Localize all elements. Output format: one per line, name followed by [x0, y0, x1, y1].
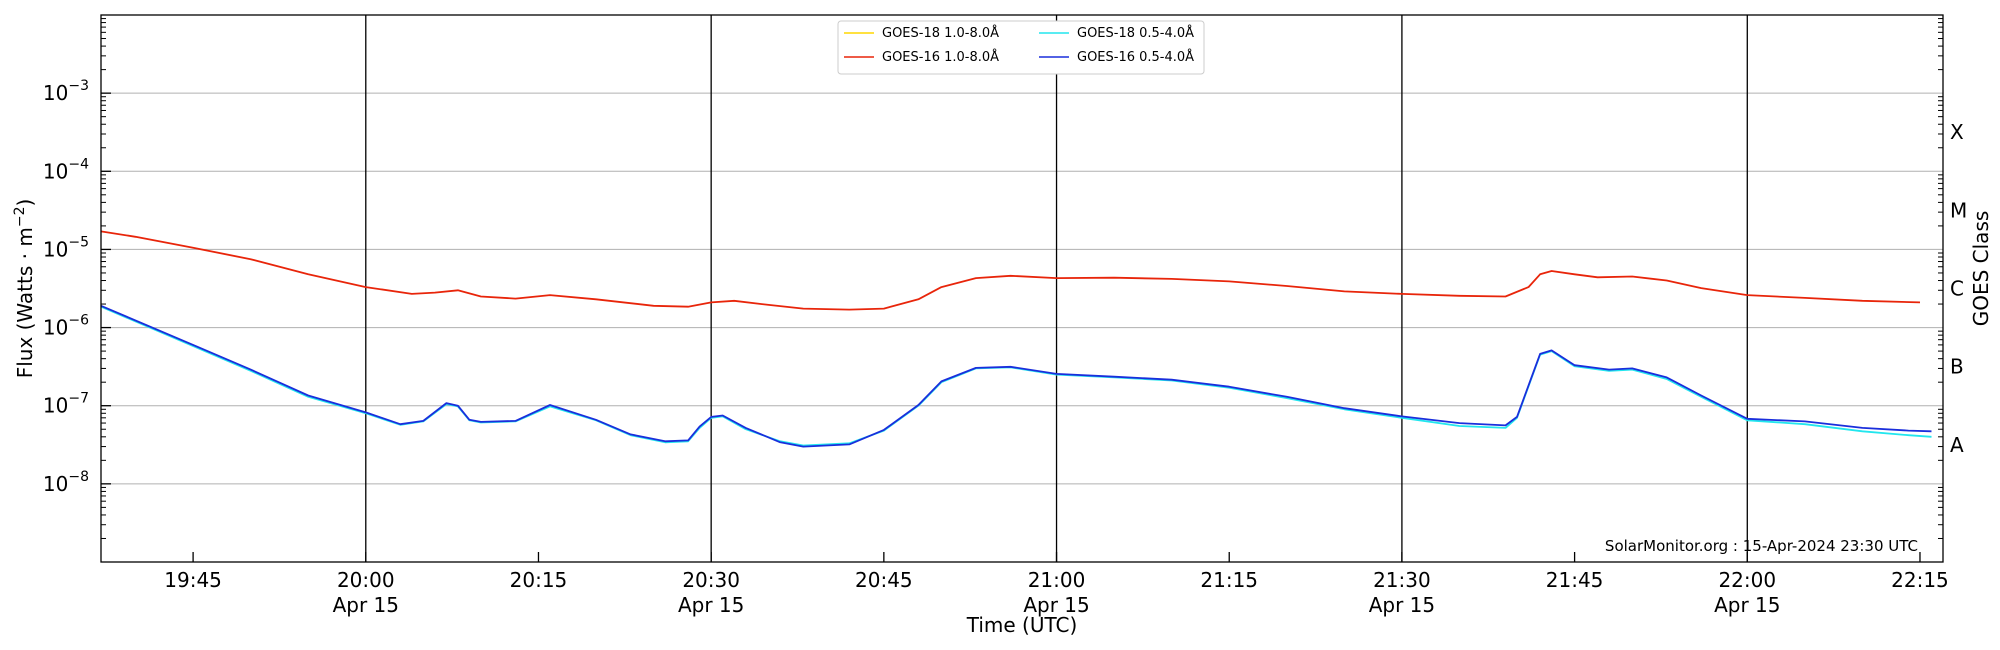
goes-class-label: B: [1950, 355, 1964, 379]
y-tick-base: 10: [43, 316, 68, 340]
x-tick-label: 19:45: [164, 568, 222, 592]
y-tick-label: 10−6: [43, 313, 89, 340]
plot-frame: [100, 14, 1944, 563]
y-tick-label: 10−3: [43, 78, 89, 105]
x-tick-label: 20:45: [855, 568, 913, 592]
goes-class-axis: A B C M X: [1950, 120, 1967, 457]
y-axis-title-main: Flux (Watts · m: [13, 227, 37, 378]
plot-area: [101, 15, 1943, 562]
legend-entry: GOES-16 1.0-8.0Å: [882, 49, 999, 65]
y-tick-exponent: −3: [68, 78, 89, 94]
series-layer: [100, 230, 1932, 448]
series-line-1: [100, 230, 1921, 311]
y-axis-title: Flux (Watts · m−2): [12, 199, 37, 379]
y-tick-exponent: −8: [68, 469, 89, 485]
x-tick-label: 21:30: [1373, 568, 1431, 592]
legend-box: [837, 20, 1205, 75]
y-axis: 10−810−710−610−510−410−3: [43, 18, 1943, 539]
y-tick-base: 10: [43, 81, 68, 105]
y-tick-label: 10−4: [43, 156, 89, 183]
y-tick-base: 10: [43, 394, 68, 418]
credit-text: SolarMonitor.org : 15-Apr-2024 23:30 UTC: [1605, 537, 1918, 555]
x-tick-label: 20:15: [510, 568, 568, 592]
y-tick-base: 10: [43, 237, 68, 261]
y-axis-title-close: ): [13, 199, 37, 207]
y-tick-base: 10: [43, 472, 68, 496]
y-tick-label: 10−5: [43, 234, 89, 261]
x-tick-date: Apr 15: [678, 593, 744, 617]
y-tick-label: 10−7: [43, 391, 89, 418]
day-vertical-lines: [365, 15, 1748, 562]
y-tick-base: 10: [43, 159, 68, 183]
goes-class-label: C: [1950, 277, 1964, 301]
x-tick-label: 21:00: [1028, 568, 1086, 592]
series-line-3: [100, 304, 1932, 448]
x-tick-date: Apr 15: [1023, 593, 1089, 617]
y-tick-exponent: −4: [68, 156, 89, 172]
x-tick-date: Apr 15: [1369, 593, 1435, 617]
x-tick-date: Apr 15: [1714, 593, 1780, 617]
legend: GOES-18 1.0-8.0Å GOES-16 1.0-8.0Å GOES-18 …: [837, 20, 1205, 75]
goes-class-label: A: [1950, 433, 1964, 457]
x-tick-date: Apr 15: [333, 593, 399, 617]
goes-class-label: X: [1950, 120, 1964, 144]
x-axis-title: Time (UTC): [966, 613, 1078, 637]
x-tick-label: 21:15: [1200, 568, 1258, 592]
x-tick-label: 22:00: [1718, 568, 1776, 592]
x-tick-label: 20:00: [337, 568, 395, 592]
y-tick-exponent: −6: [68, 313, 89, 329]
legend-entry: GOES-18 0.5-4.0Å: [1077, 25, 1194, 41]
grid-lines: [101, 92, 1943, 485]
y-tick-exponent: −7: [68, 391, 89, 407]
x-tick-label: 22:15: [1891, 568, 1949, 592]
y-tick-exponent: −5: [68, 234, 89, 250]
x-tick-label: 20:30: [682, 568, 740, 592]
goes-class-label: M: [1950, 198, 1967, 222]
y-tick-label: 10−8: [43, 469, 89, 496]
legend-entry: GOES-18 1.0-8.0Å: [882, 25, 999, 41]
x-tick-label: 21:45: [1546, 568, 1604, 592]
legend-entry: GOES-16 0.5-4.0Å: [1077, 49, 1194, 65]
goes-class-axis-title: GOES Class: [1969, 211, 1993, 327]
y-axis-title-sup: −2: [12, 207, 28, 228]
